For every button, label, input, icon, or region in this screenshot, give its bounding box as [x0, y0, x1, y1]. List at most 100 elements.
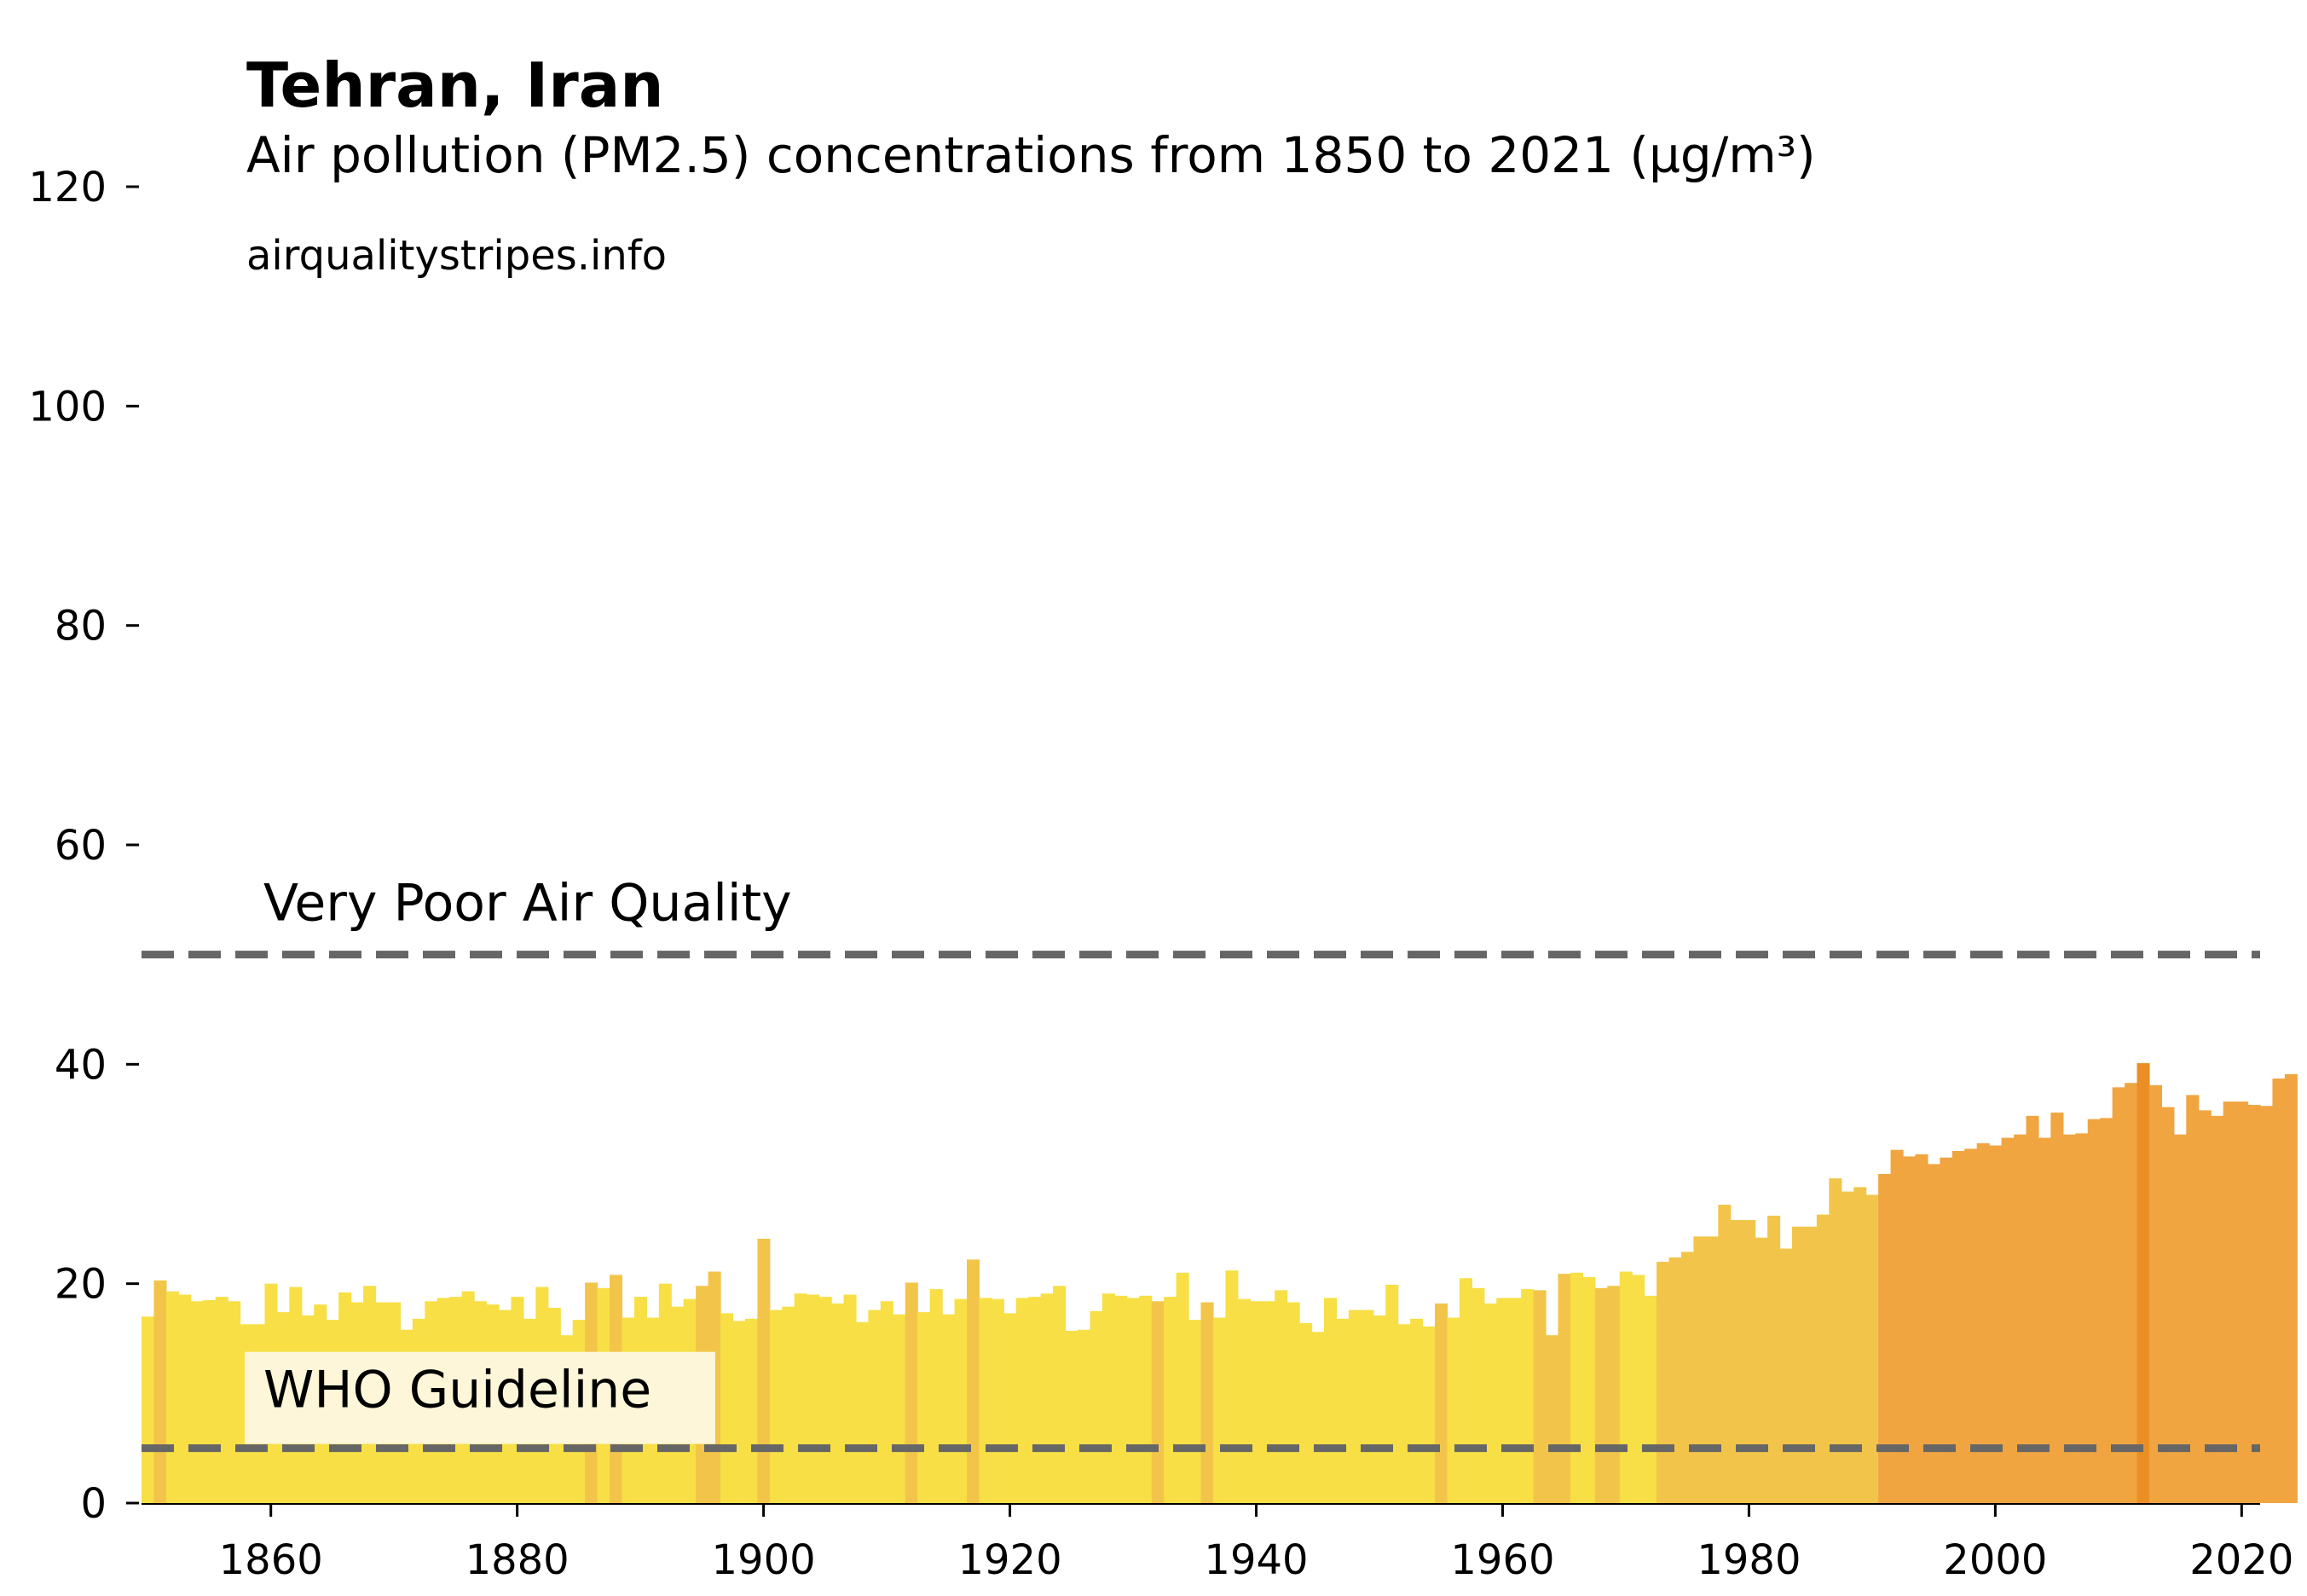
bars-layer — [142, 1063, 2298, 1503]
bar-1942 — [1275, 1290, 1288, 1503]
bar-1988 — [1841, 1191, 1854, 1503]
bar-1962 — [1521, 1289, 1535, 1503]
bar-2018 — [2211, 1115, 2224, 1503]
bar-1985 — [1804, 1226, 1818, 1503]
bar-1970 — [1619, 1271, 1633, 1503]
bar-1943 — [1286, 1302, 1300, 1503]
bar-2024 — [2284, 1073, 2298, 1503]
bar-2011 — [2125, 1083, 2138, 1503]
y-tick-label-100: 100 — [28, 383, 107, 431]
bar-2002 — [2014, 1134, 2027, 1503]
source-label: airqualitystripes.info — [246, 232, 668, 280]
bar-2000 — [1989, 1145, 2003, 1503]
bar-1991 — [1878, 1174, 1892, 1503]
bar-2023 — [2272, 1078, 2286, 1503]
bar-1905 — [818, 1297, 832, 1503]
bar-1932 — [1151, 1301, 1165, 1503]
bar-2021 — [2247, 1104, 2261, 1503]
bar-1855 — [203, 1299, 217, 1503]
bar-1968 — [1594, 1287, 1608, 1503]
bar-1918 — [979, 1298, 992, 1503]
bar-1913 — [917, 1312, 931, 1503]
bar-1933 — [1164, 1297, 1177, 1503]
bar-1965 — [1558, 1274, 1571, 1503]
bar-1857 — [228, 1301, 241, 1503]
bar-1901 — [769, 1310, 783, 1503]
bar-1902 — [782, 1306, 795, 1503]
y-tick-label-20: 20 — [55, 1261, 107, 1309]
bar-2006 — [2062, 1134, 2076, 1503]
bar-1904 — [807, 1294, 820, 1503]
bar-1912 — [905, 1282, 918, 1503]
bar-1955 — [1435, 1303, 1448, 1503]
bar-1908 — [855, 1321, 870, 1503]
bar-1897 — [720, 1313, 734, 1503]
bar-1984 — [1791, 1226, 1806, 1503]
bar-1953 — [1410, 1318, 1424, 1503]
x-tick-label-1900: 1900 — [712, 1536, 816, 1584]
bar-1997 — [1951, 1150, 1965, 1503]
bar-1957 — [1459, 1278, 1472, 1503]
bar-1986 — [1816, 1214, 1830, 1503]
bar-1898 — [732, 1321, 746, 1503]
page-title: Tehran, Iran — [246, 49, 664, 122]
bar-1976 — [1693, 1236, 1707, 1503]
bar-1914 — [929, 1289, 943, 1503]
guidelines-layer: Very Poor Air Quality WHO Guideline — [142, 874, 2260, 1453]
bar-1972 — [1644, 1295, 1657, 1503]
bar-1982 — [1767, 1215, 1781, 1503]
bar-1930 — [1126, 1298, 1140, 1503]
bar-1937 — [1212, 1317, 1226, 1503]
bar-1990 — [1865, 1194, 1879, 1503]
bar-1909 — [868, 1310, 882, 1503]
bar-1969 — [1607, 1286, 1621, 1503]
bar-1945 — [1311, 1332, 1325, 1503]
x-tick-label-1860: 1860 — [219, 1536, 323, 1584]
bar-1852 — [165, 1291, 179, 1503]
bar-2019 — [2223, 1102, 2236, 1503]
bar-1961 — [1508, 1298, 1522, 1503]
x-tick-label-1940: 1940 — [1204, 1536, 1308, 1584]
guideline-label-0: Very Poor Air Quality — [263, 874, 792, 934]
guideline-label-1: WHO Guideline — [263, 1361, 651, 1420]
y-tick-label-80: 80 — [55, 603, 107, 651]
bar-2003 — [2026, 1115, 2039, 1503]
bar-1911 — [893, 1314, 906, 1503]
bar-1960 — [1496, 1298, 1510, 1503]
bar-1998 — [1964, 1148, 1978, 1503]
bar-1938 — [1225, 1270, 1239, 1503]
bar-1925 — [1065, 1330, 1078, 1503]
bar-1851 — [153, 1280, 167, 1503]
bar-2009 — [2100, 1118, 2113, 1503]
bar-2013 — [2148, 1084, 2163, 1503]
bar-1963 — [1533, 1290, 1547, 1503]
bar-1916 — [954, 1298, 968, 1503]
bar-1922 — [1028, 1297, 1042, 1503]
bar-1921 — [1015, 1298, 1029, 1503]
bar-1971 — [1632, 1275, 1645, 1503]
bar-2010 — [2112, 1087, 2125, 1503]
bar-1996 — [1940, 1157, 1953, 1503]
x-tick-label-1920: 1920 — [957, 1536, 1061, 1584]
bar-1994 — [1915, 1154, 1928, 1503]
bar-2017 — [2198, 1110, 2212, 1503]
x-tick-label-1980: 1980 — [1697, 1536, 1801, 1584]
x-tick-label-2000: 2000 — [1943, 1536, 2047, 1584]
bar-1952 — [1397, 1324, 1411, 1503]
bar-1975 — [1680, 1252, 1695, 1503]
bar-1923 — [1040, 1293, 1054, 1503]
bar-1958 — [1472, 1287, 1485, 1503]
bar-1979 — [1730, 1220, 1743, 1503]
y-tick-label-40: 40 — [55, 1041, 107, 1089]
bar-1974 — [1668, 1257, 1682, 1503]
bar-1946 — [1323, 1298, 1338, 1503]
y-tick-label-120: 120 — [28, 164, 107, 211]
bar-1989 — [1853, 1187, 1867, 1503]
bar-2014 — [2161, 1107, 2175, 1503]
bar-1978 — [1718, 1205, 1732, 1503]
bar-1951 — [1385, 1284, 1399, 1503]
bar-1931 — [1139, 1295, 1153, 1503]
bar-1936 — [1200, 1302, 1214, 1503]
bar-1959 — [1483, 1303, 1497, 1503]
